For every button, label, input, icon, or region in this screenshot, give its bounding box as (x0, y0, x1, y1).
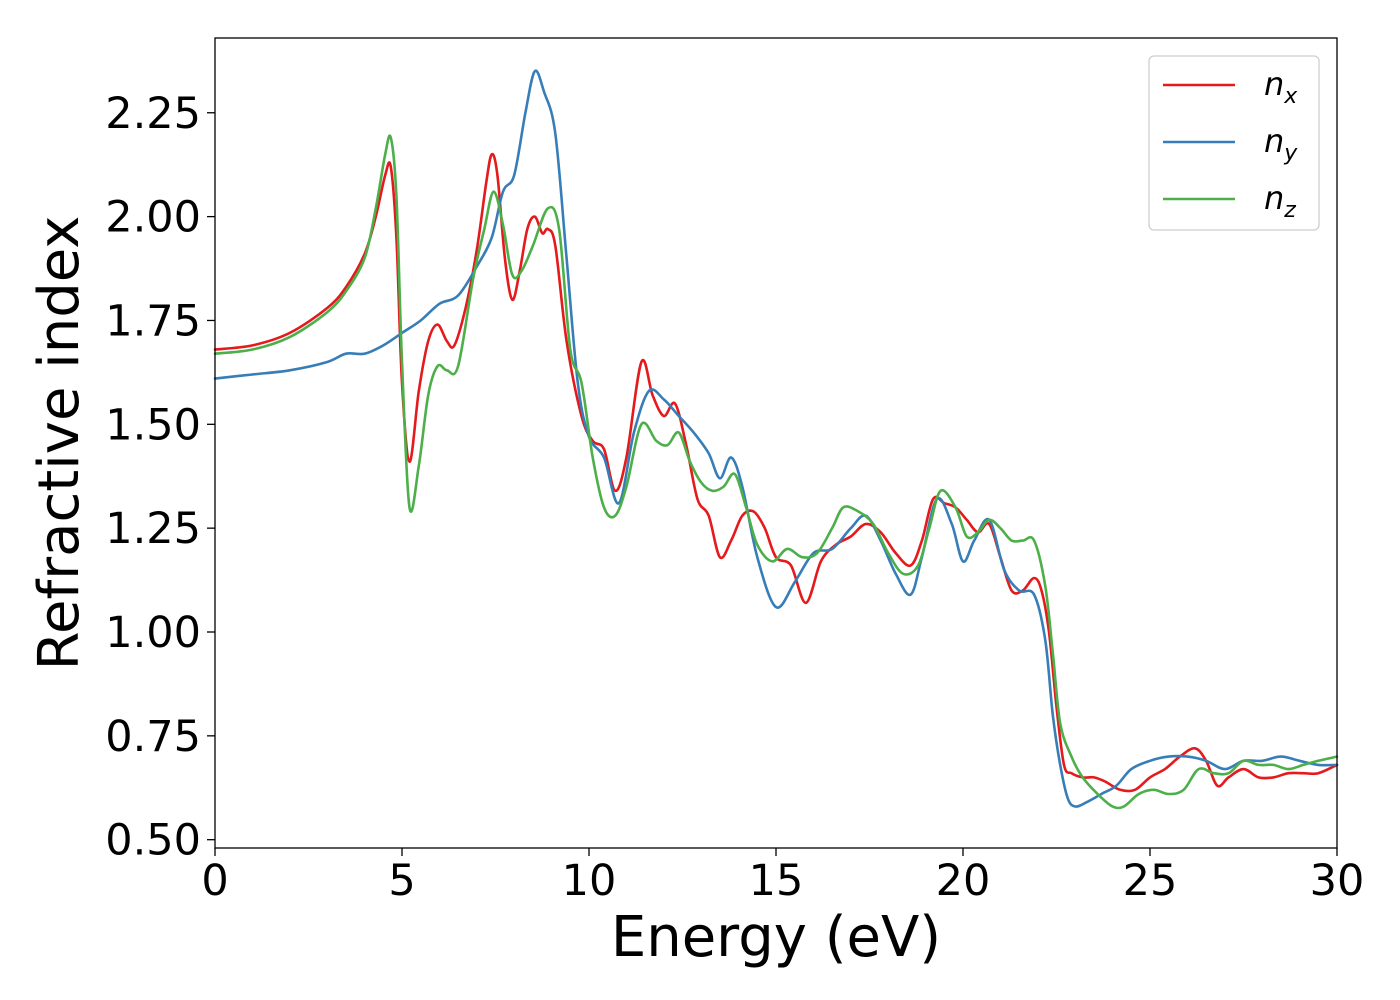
x-tick-label: 20 (936, 856, 991, 906)
series-line-z (213, 134, 1339, 810)
x-tick-label: 10 (562, 856, 617, 906)
series-layer (213, 69, 1339, 810)
legend-label-y: ny (1264, 122, 1298, 166)
x-tick-label: 30 (1310, 856, 1365, 906)
y-axis-ticks: 0.50 0.75 1.00 1.25 1.50 1.75 2.00 2.25 (105, 89, 215, 866)
y-tick-label: 1.00 (105, 608, 201, 658)
legend: nx ny nz (1148, 55, 1320, 231)
x-tick-label: 5 (388, 856, 415, 906)
series-line-y (213, 69, 1339, 808)
y-tick-label: 2.00 (105, 193, 201, 243)
x-tick-label: 0 (201, 856, 228, 906)
x-tick-label: 25 (1123, 856, 1178, 906)
y-tick-label: 1.50 (105, 400, 201, 450)
y-tick-label: 1.75 (105, 296, 201, 346)
legend-label-z: nz (1264, 179, 1296, 223)
x-tick-label: 15 (749, 856, 804, 906)
legend-label-x: nx (1264, 65, 1298, 109)
y-tick-label: 0.75 (105, 712, 201, 762)
series-line-x (213, 152, 1339, 793)
x-axis-title: Energy (eV) (611, 905, 941, 970)
y-axis-title: Refractive index (27, 216, 92, 671)
y-tick-label: 1.25 (105, 504, 201, 554)
y-tick-label: 2.25 (105, 89, 201, 139)
x-axis-ticks: 0 5 10 15 20 25 30 (201, 848, 1364, 906)
y-tick-label: 0.50 (105, 816, 201, 866)
